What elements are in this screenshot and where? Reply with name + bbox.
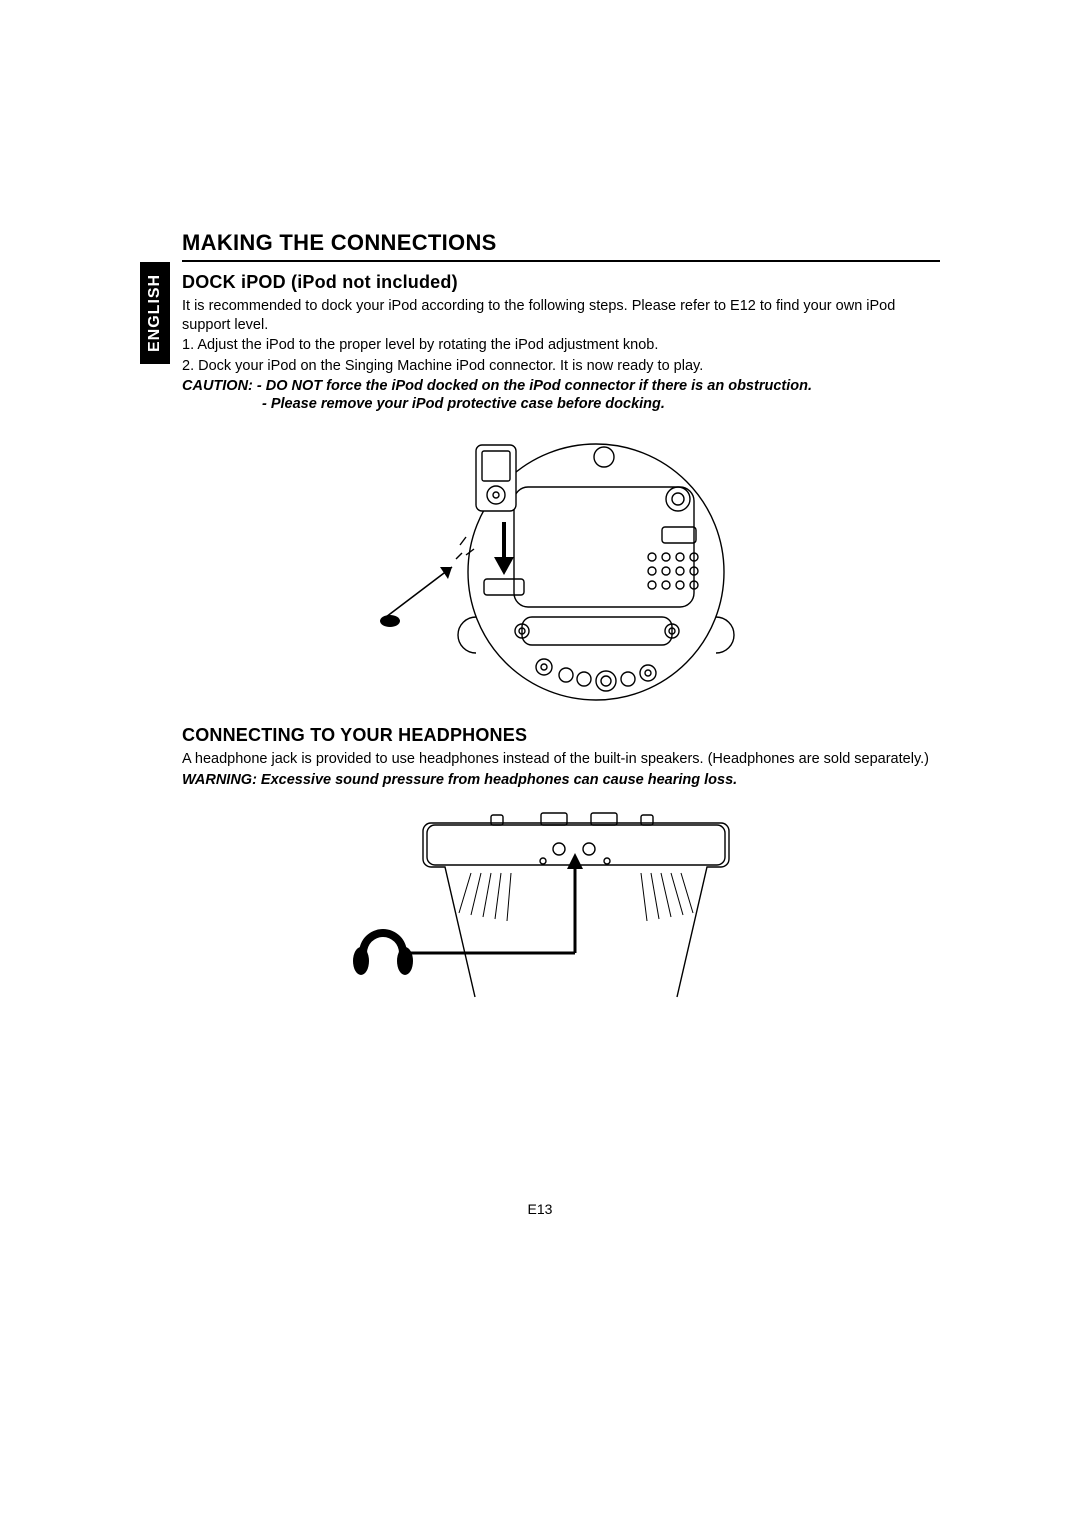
dock-heading: DOCK iPOD (iPod not included) — [182, 272, 940, 293]
headphones-body: A headphone jack is provided to use head… — [182, 750, 940, 769]
language-tab: ENGLISH — [140, 262, 170, 364]
section-title: MAKING THE CONNECTIONS — [182, 230, 940, 262]
headphones-diagram — [341, 803, 781, 1013]
content-column: MAKING THE CONNECTIONS DOCK iPOD (iPod n… — [182, 230, 940, 1013]
headphones-warning: WARNING: Excessive sound pressure from h… — [182, 771, 940, 789]
dock-intro: It is recommended to dock your iPod acco… — [182, 297, 940, 334]
dock-caution-2: - Please remove your iPod protective cas… — [262, 395, 940, 413]
dock-diagram — [366, 427, 756, 707]
page-number: E13 — [0, 1201, 1080, 1217]
headphones-heading: CONNECTING TO YOUR HEADPHONES — [182, 725, 940, 746]
manual-page: ENGLISH MAKING THE CONNECTIONS DOCK iPOD… — [0, 0, 1080, 1527]
dock-caution-1: CAUTION: - DO NOT force the iPod docked … — [182, 377, 940, 395]
dock-step-1: 1. Adjust the iPod to the proper level b… — [182, 336, 940, 355]
dock-step-2: 2. Dock your iPod on the Singing Machine… — [182, 357, 940, 376]
